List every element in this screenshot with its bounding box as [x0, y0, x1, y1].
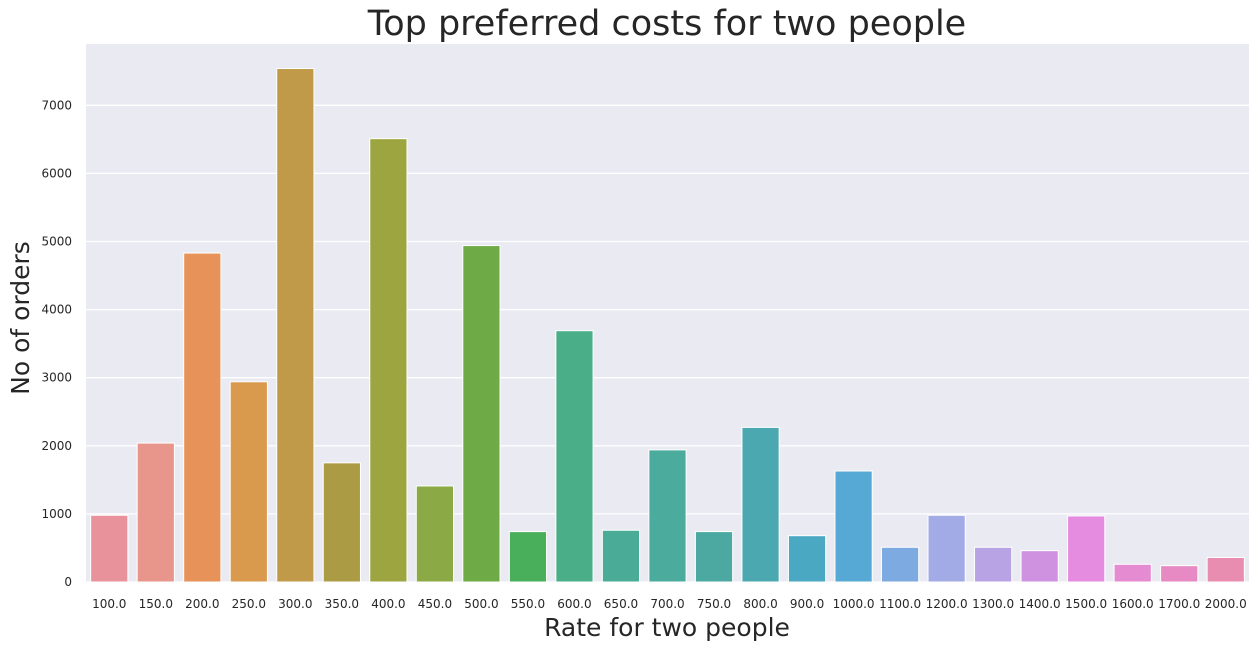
- x-tick-label: 1700.0: [1158, 597, 1200, 611]
- x-tick-label: 600.0: [557, 597, 591, 611]
- bar-150.0: [136, 442, 175, 583]
- bar-1400.0: [1020, 550, 1059, 583]
- x-tick-label: 800.0: [743, 597, 777, 611]
- bar-700.0: [648, 449, 687, 583]
- bars: [90, 68, 1245, 583]
- x-tick-label: 750.0: [697, 597, 731, 611]
- x-tick-label: 1600.0: [1112, 597, 1154, 611]
- bar-200.0: [183, 252, 222, 583]
- x-tick-label: 300.0: [278, 597, 312, 611]
- x-tick-label: 650.0: [604, 597, 638, 611]
- y-tick-label: 1000: [41, 507, 72, 521]
- bar-1100.0: [880, 546, 920, 583]
- x-tick-label: 1100.0: [879, 597, 921, 611]
- bar-350.0: [322, 462, 361, 583]
- bar-1500.0: [1067, 515, 1106, 583]
- y-axis-label: No of orders: [6, 241, 35, 395]
- x-tick-label: 1300.0: [972, 597, 1014, 611]
- x-tick-label: 350.0: [325, 597, 359, 611]
- x-tick-label: 400.0: [371, 597, 405, 611]
- bar-900.0: [787, 535, 827, 583]
- bar-2000.0: [1206, 556, 1245, 583]
- y-tick-label: 0: [64, 575, 72, 589]
- bar-550.0: [508, 531, 548, 583]
- bar-250.0: [229, 381, 268, 583]
- y-tick-labels: 0 1000 2000 3000 4000 5000 6000 7000: [41, 98, 72, 589]
- x-tick-label: 1000.0: [833, 597, 875, 611]
- x-tick-label: 700.0: [650, 597, 684, 611]
- y-tick-label: 3000: [41, 371, 72, 385]
- x-tick-label: 250.0: [232, 597, 266, 611]
- y-tick-label: 2000: [41, 439, 72, 453]
- bar-1700.0: [1160, 565, 1199, 583]
- x-axis-label: Rate for two people: [544, 613, 790, 642]
- x-tick-label: 2000.0: [1205, 597, 1247, 611]
- y-tick-label: 7000: [41, 98, 72, 112]
- x-tick-label: 900.0: [790, 597, 824, 611]
- bar-100.0: [90, 514, 129, 583]
- bar-1600.0: [1113, 563, 1152, 583]
- x-tick-label: 1500.0: [1065, 597, 1107, 611]
- bar-600.0: [555, 330, 594, 583]
- x-tick-label: 1400.0: [1019, 597, 1061, 611]
- y-tick-label: 5000: [41, 234, 72, 248]
- bar-750.0: [694, 531, 734, 583]
- x-tick-label: 500.0: [464, 597, 498, 611]
- bar-300.0: [276, 68, 315, 583]
- bar-500.0: [462, 245, 501, 583]
- bar-800.0: [741, 426, 780, 583]
- y-tick-label: 6000: [41, 166, 72, 180]
- x-tick-label: 550.0: [511, 597, 545, 611]
- x-tick-labels: 100.0 150.0 200.0 250.0 300.0 350.0 400.0 450.0…: [92, 597, 1247, 611]
- bar-450.0: [415, 485, 455, 583]
- bar-1300.0: [974, 546, 1013, 583]
- bar-1200.0: [927, 514, 966, 583]
- bar-650.0: [601, 529, 641, 583]
- bar-1000.0: [834, 470, 873, 583]
- x-tick-label: 150.0: [139, 597, 173, 611]
- chart-title: Top preferred costs for two people: [367, 4, 966, 44]
- x-tick-label: 1200.0: [926, 597, 968, 611]
- x-tick-label: 100.0: [92, 597, 126, 611]
- x-tick-label: 450.0: [418, 597, 452, 611]
- y-tick-label: 4000: [41, 303, 72, 317]
- bar-400.0: [369, 138, 408, 583]
- x-tick-label: 200.0: [185, 597, 219, 611]
